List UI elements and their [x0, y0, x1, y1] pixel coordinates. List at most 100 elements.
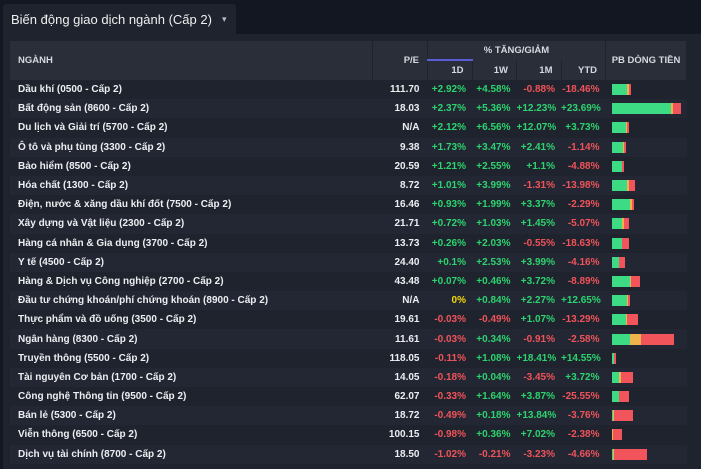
change-w1: +0.34%: [472, 329, 517, 349]
header-1d[interactable]: 1D: [427, 59, 473, 80]
money-flow-cell: [605, 195, 687, 215]
change-d1: -0.98%: [427, 425, 472, 445]
sector-name[interactable]: Hàng & Dịch vụ Công nghiệp (2700 - Cấp 2…: [10, 271, 373, 292]
table-row[interactable]: Du lịch và Giải trí (5700 - Cấp 2) N/A +2.…: [10, 118, 687, 138]
flow-up-segment: [611, 218, 623, 230]
change-d1: +1.21%: [427, 156, 472, 176]
flow-up-segment: [611, 333, 631, 345]
change-m1: +3.37%: [516, 195, 561, 215]
change-m1: +1.07%: [516, 310, 561, 330]
change-d1: -0.11%: [427, 348, 472, 368]
header-1w[interactable]: 1W: [472, 60, 517, 80]
table-row[interactable]: Dầu khí (0500 - Cấp 2) 111.70 +2.92% +4.58%…: [10, 80, 687, 100]
sector-name[interactable]: Truyền thông (5500 - Cấp 2): [10, 348, 373, 368]
table-row[interactable]: Tài nguyên Cơ bản (1700 - Cấp 2) 14.05 -0.…: [10, 367, 687, 387]
money-flow-bar: [611, 160, 687, 172]
flow-down-segment: [627, 122, 629, 134]
flow-flat-segment: [630, 333, 642, 345]
table-row[interactable]: Công nghệ Thông tin (9500 - Cấp 2) 62.07-…: [10, 387, 687, 407]
caret-down-icon[interactable]: ▾: [221, 13, 227, 24]
table-row[interactable]: Bất động sản (8600 - Cấp 2) 18.03 +2.37% +5…: [10, 99, 687, 119]
table-row[interactable]: Truyền thông (5500 - Cấp 2) 118.05 -0.11% +…: [10, 348, 687, 368]
table-row[interactable]: Đầu tư chứng khoán/phí chứng khoán (8900…: [10, 291, 687, 311]
money-flow-bar: [611, 448, 687, 460]
header-sector[interactable]: NGÀNH: [10, 41, 373, 80]
change-m1: +2.27%: [516, 291, 561, 311]
money-flow-bar: [611, 218, 687, 230]
change-d1: -0.03%: [427, 310, 472, 330]
flow-flat-segment: [670, 103, 674, 115]
sector-name[interactable]: Ngân hàng (8300 - Cấp 2): [10, 329, 373, 349]
sector-name[interactable]: Bất động sản (8600 - Cấp 2): [10, 99, 373, 119]
sector-name[interactable]: Ô tô và phụ tùng (3300 - Cấp 2): [10, 137, 373, 157]
change-m1: +13.84%: [516, 406, 561, 426]
sector-name[interactable]: Hóa chất (1300 - Cấp 2): [10, 175, 373, 196]
change-d1: +2.12%: [427, 118, 472, 138]
money-flow-bar: [611, 371, 687, 383]
change-m1: -3.23%: [516, 444, 561, 464]
flow-up-segment: [611, 180, 628, 192]
sector-name[interactable]: Xây dựng và Vật liệu (2300 - Cấp 2): [10, 214, 373, 234]
sector-name[interactable]: Y tế (4500 - Cấp 2): [10, 252, 373, 272]
change-d1: -1.02%: [427, 444, 472, 464]
sector-name[interactable]: Thực phẩm và đồ uống (3500 - Cấp 2): [10, 310, 373, 330]
sector-name[interactable]: Hàng cá nhân & Gia dụng (3700 - Cấp 2): [10, 233, 373, 253]
table-row[interactable]: Hàng & Dịch vụ Công nghiệp (2700 - Cấp 2…: [10, 271, 687, 292]
money-flow-cell: [605, 387, 687, 407]
sector-name[interactable]: Dầu khí (0500 - Cấp 2): [10, 80, 373, 100]
flow-up-segment: [611, 160, 622, 172]
flow-down-segment: [612, 429, 622, 441]
sector-rows: Dầu khí (0500 - Cấp 2) 111.70 +2.92% +4.58%…: [10, 80, 687, 464]
sector-name[interactable]: Dịch vụ tài chính (8700 - Cấp 2): [10, 444, 373, 464]
flow-up-segment: [611, 256, 619, 268]
change-w1: +1.03%: [472, 214, 517, 234]
table-row[interactable]: Thực phẩm và đồ uống (3500 - Cấp 2) 19.61…: [10, 310, 687, 330]
header-1m[interactable]: 1M: [516, 60, 562, 80]
flow-up-segment: [611, 275, 630, 287]
flow-down-segment: [622, 237, 630, 249]
header-ytd[interactable]: YTD: [561, 60, 606, 80]
flow-down-segment: [627, 314, 639, 326]
change-ytd: +14.55%: [561, 348, 606, 368]
table-row[interactable]: Xây dựng và Vật liệu (2300 - Cấp 2) 21.71…: [10, 214, 687, 234]
flow-down-segment: [629, 180, 636, 192]
pe-value: N/A: [372, 118, 428, 138]
table-row[interactable]: Ngân hàng (8300 - Cấp 2) 11.61 -0.03% +0.34…: [10, 329, 687, 349]
pe-value: 9.38: [372, 137, 428, 157]
pe-value: 43.48: [372, 271, 428, 292]
table-row[interactable]: Dịch vụ tài chính (8700 - Cấp 2) 18.50 -1.…: [10, 444, 687, 464]
change-ytd: -4.16%: [561, 252, 606, 272]
flow-down-segment: [628, 295, 631, 307]
flow-up-segment: [611, 84, 628, 96]
table-row[interactable]: Hóa chất (1300 - Cấp 2) 8.72 +1.01% +3.99% -…: [10, 175, 687, 196]
table-row[interactable]: Ô tô và phụ tùng (3300 - Cấp 2) 9.38 +1.73…: [10, 137, 687, 157]
change-w1: +1.99%: [472, 195, 517, 215]
table-row[interactable]: Viễn thông (6500 - Cấp 2) 100.15 -0.98% +0.…: [10, 425, 687, 445]
change-m1: -0.91%: [516, 329, 561, 349]
sector-name[interactable]: Tài nguyên Cơ bản (1700 - Cấp 2): [10, 367, 373, 387]
flow-flat-segment: [625, 122, 628, 134]
change-d1: +1.01%: [427, 175, 472, 196]
change-w1: -0.49%: [472, 310, 517, 330]
sector-name[interactable]: Viễn thông (6500 - Cấp 2): [10, 425, 373, 445]
sector-name[interactable]: Du lịch và Giải trí (5700 - Cấp 2): [10, 118, 373, 138]
sector-name[interactable]: Bảo hiểm (8500 - Cấp 2): [10, 156, 373, 176]
sector-name[interactable]: Đầu tư chứng khoán/phí chứng khoán (8900…: [10, 291, 373, 311]
sector-name[interactable]: Điện, nước & xăng dầu khí đốt (7500 - Cấ…: [10, 195, 373, 215]
flow-flat-segment: [622, 218, 624, 230]
table-row[interactable]: Bán lẻ (5300 - Cấp 2) 18.72 -0.49% +0.18% +1…: [10, 406, 687, 426]
flow-flat-segment: [612, 448, 614, 460]
change-m1: +18.41%: [516, 348, 561, 368]
table-row[interactable]: Hàng cá nhân & Gia dụng (3700 - Cấp 2) 13…: [10, 233, 687, 253]
money-flow-cell: [605, 252, 687, 272]
table-row[interactable]: Y tế (4500 - Cấp 2) 24.40 +0.1% +2.53% +3.99…: [10, 252, 687, 272]
money-flow-bar: [611, 314, 687, 326]
flow-flat-segment: [612, 410, 614, 422]
sector-name[interactable]: Bán lẻ (5300 - Cấp 2): [10, 406, 373, 426]
table-row[interactable]: Điện, nước & xăng dầu khí đốt (7500 - Cấ…: [10, 195, 687, 215]
tab-sector-movement[interactable]: Biến động giao dịch ngành (Cấp 2) ▾: [3, 4, 237, 34]
flow-up-segment: [611, 448, 613, 460]
header-pe[interactable]: P/E: [372, 41, 428, 80]
table-row[interactable]: Bảo hiểm (8500 - Cấp 2) 20.59 +1.21% +2.55%…: [10, 156, 687, 176]
sector-name[interactable]: Công nghệ Thông tin (9500 - Cấp 2): [10, 387, 373, 407]
